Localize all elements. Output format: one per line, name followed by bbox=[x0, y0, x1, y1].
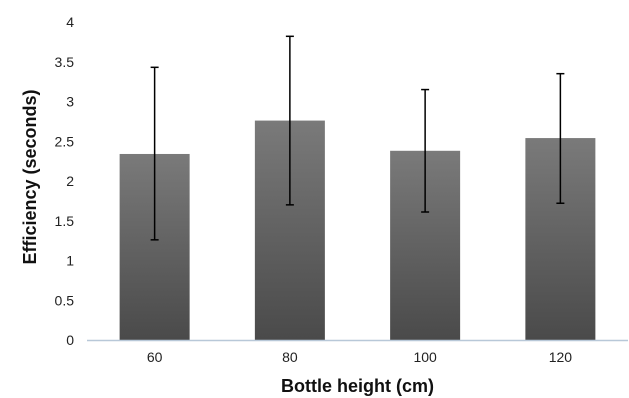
y-tick-label: 4 bbox=[66, 14, 74, 30]
error-bars bbox=[150, 35, 565, 241]
x-tick-label: 60 bbox=[147, 349, 163, 365]
error-bar-60 bbox=[150, 66, 159, 241]
y-tick-label: 3.5 bbox=[55, 54, 75, 70]
bars bbox=[119, 120, 596, 340]
y-tick-label: 2 bbox=[66, 173, 74, 189]
y-tick-label: 3 bbox=[66, 94, 74, 110]
y-tick-label: 1 bbox=[66, 253, 74, 269]
x-tick-label: 100 bbox=[413, 349, 437, 365]
y-axis-ticks: 0 0.5 1 1.5 2 2.5 3 3.5 4 bbox=[55, 14, 75, 348]
x-axis-title: Bottle height (cm) bbox=[281, 376, 434, 396]
error-bar-80 bbox=[285, 35, 294, 206]
x-tick-label: 80 bbox=[282, 349, 298, 365]
error-bar-100 bbox=[421, 88, 430, 213]
y-tick-label: 0 bbox=[66, 332, 74, 348]
x-axis-ticks: 60 80 100 120 bbox=[147, 349, 572, 365]
x-tick-label: 120 bbox=[549, 349, 573, 365]
y-tick-label: 2.5 bbox=[55, 133, 75, 149]
y-axis-title: Efficiency (seconds) bbox=[20, 89, 40, 264]
y-tick-label: 0.5 bbox=[55, 292, 75, 308]
y-tick-label: 1.5 bbox=[55, 213, 75, 229]
error-bar-120 bbox=[556, 72, 565, 205]
